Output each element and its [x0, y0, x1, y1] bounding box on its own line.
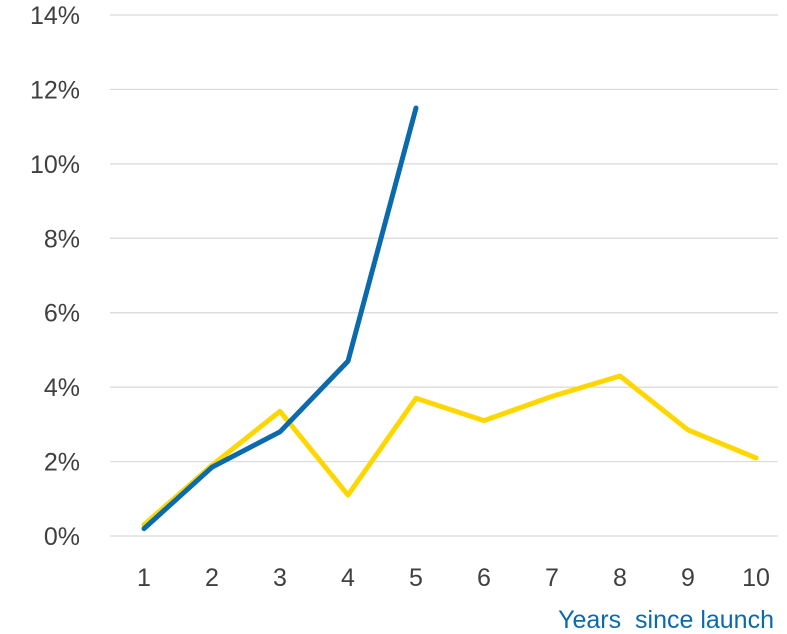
- series-line-2: [141, 105, 419, 532]
- x-axis-label: Years since launch: [558, 606, 774, 634]
- x-tick-label: 6: [477, 564, 491, 592]
- y-tick-label: 6%: [44, 300, 80, 328]
- x-tick-label: 8: [613, 564, 627, 592]
- y-tick-label: 10%: [30, 151, 80, 179]
- gridlines: [110, 14, 778, 537]
- x-tick-label: 3: [273, 564, 287, 592]
- x-tick-label: 9: [681, 564, 695, 592]
- y-tick-label: 4%: [44, 374, 80, 402]
- y-tick-label: 14%: [30, 2, 80, 30]
- y-tick-label: 0%: [44, 523, 80, 551]
- y-tick-label: 12%: [30, 76, 80, 104]
- x-tick-label: 2: [205, 564, 219, 592]
- x-axis-ticks: 1 2 3 4 5 6 7 8 9 10: [137, 564, 770, 592]
- y-axis-ticks: 0% 2% 4% 6% 8% 10% 12% 14%: [30, 2, 80, 551]
- x-tick-label: 10: [742, 564, 770, 592]
- y-tick-label: 8%: [44, 225, 80, 253]
- x-tick-label: 1: [137, 564, 151, 592]
- x-tick-label: 7: [545, 564, 559, 592]
- x-tick-label: 4: [341, 564, 355, 592]
- series-line-1: [141, 373, 759, 528]
- x-tick-label: 5: [409, 564, 423, 592]
- series-lines: [141, 105, 759, 532]
- y-tick-label: 2%: [44, 449, 80, 477]
